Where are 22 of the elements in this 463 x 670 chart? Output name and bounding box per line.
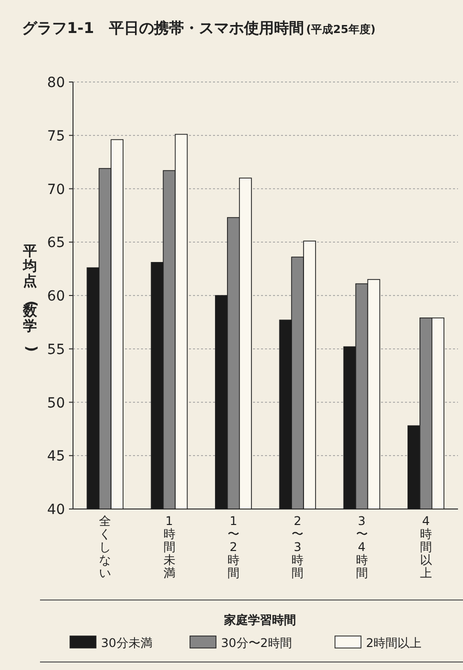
x-tick-label: 全くしない (99, 514, 112, 580)
legend-label: 2時間以上 (366, 636, 422, 650)
x-tick-label: 4時間以上 (420, 514, 432, 580)
y-axis-title: 平均点(数学) (22, 244, 39, 352)
legend-label: 30分未満 (101, 636, 152, 650)
x-tick-label: 1〜2時間 (227, 514, 240, 580)
legend-label: 30分〜2時間 (221, 636, 292, 650)
y-tick-label: 65 (47, 235, 65, 252)
y-tick-label: 75 (47, 128, 65, 144)
y-tick-label: 80 (47, 75, 65, 91)
y-tick-label: 60 (47, 288, 65, 304)
y-tick-label: 45 (47, 448, 65, 465)
x-tick-label: 1時間未満 (163, 514, 176, 580)
y-tick-label: 70 (47, 182, 65, 198)
legend-title: 家庭学習時間 (223, 613, 296, 627)
chart-title: グラフ1-1 平日の携帯・スマホ使用時間 (22, 19, 304, 37)
y-tick-label: 40 (47, 502, 65, 518)
x-tick-label: 2〜3時間 (292, 514, 304, 580)
y-tick-label: 55 (47, 342, 65, 358)
x-tick-label: 3〜4時間 (356, 514, 368, 580)
chart-subtitle: (平成25年度) (306, 23, 376, 36)
y-tick-label: 50 (47, 395, 65, 412)
